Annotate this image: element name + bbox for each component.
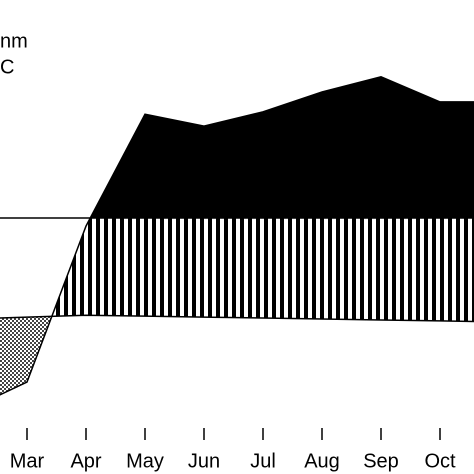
- x-tick-label: Mar: [10, 450, 45, 472]
- x-tick-label: May: [126, 450, 164, 472]
- x-tick-label: Jun: [188, 450, 220, 472]
- unit-label: nm: [0, 30, 28, 52]
- x-tick-label: Apr: [70, 450, 101, 472]
- series-line: [0, 75, 474, 396]
- humid-area: [0, 218, 474, 322]
- x-tick-label: Jul: [250, 450, 276, 472]
- x-tick-label: Aug: [304, 450, 340, 472]
- series-line: [0, 314, 474, 323]
- x-tick-label: Oct: [424, 450, 456, 472]
- humid-excess-area: [0, 76, 474, 219]
- x-tick-label: Sep: [363, 450, 399, 472]
- humid-group: [0, 218, 474, 322]
- unit-label: C: [0, 56, 14, 78]
